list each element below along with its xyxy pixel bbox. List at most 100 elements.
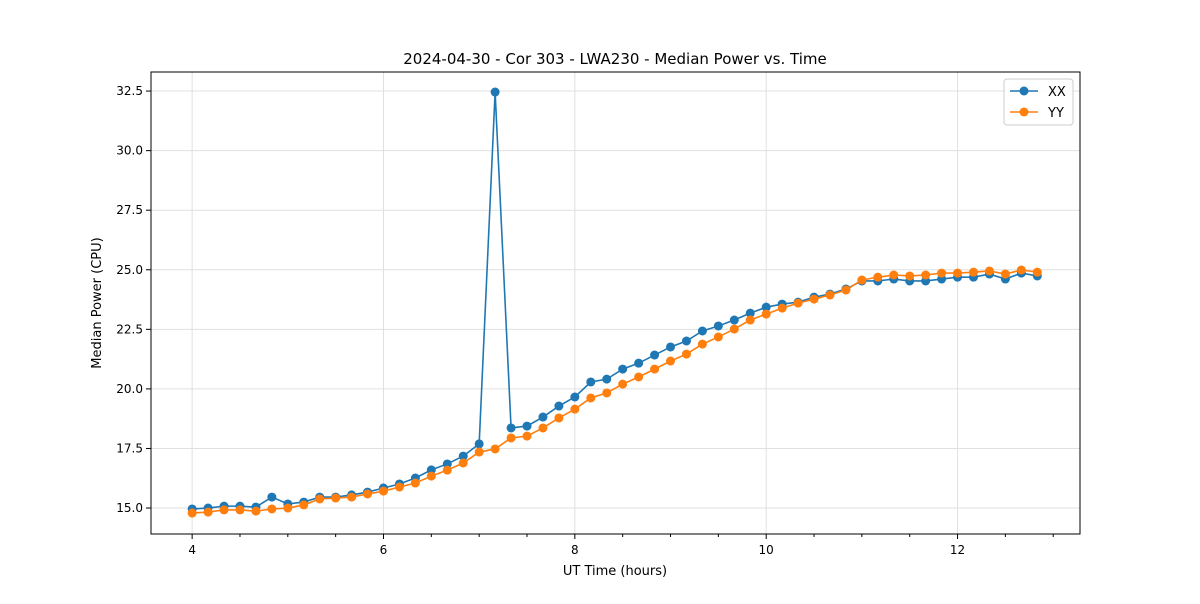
data-point-yy bbox=[442, 465, 452, 475]
data-point-yy bbox=[586, 393, 596, 403]
data-point-yy bbox=[1000, 269, 1010, 279]
x-tick-label: 4 bbox=[188, 543, 196, 557]
x-tick-label: 10 bbox=[759, 543, 774, 557]
data-point-yy bbox=[203, 507, 213, 517]
data-point-yy bbox=[426, 471, 436, 481]
data-point-yy bbox=[889, 270, 899, 280]
data-point-yy bbox=[825, 290, 835, 300]
data-point-yy bbox=[299, 500, 309, 510]
data-point-yy bbox=[650, 364, 660, 374]
legend-marker-yy bbox=[1019, 107, 1029, 117]
chart-title: 2024-04-30 - Cor 303 - LWA230 - Median P… bbox=[403, 50, 827, 68]
data-point-yy bbox=[937, 268, 947, 278]
data-point-yy bbox=[458, 458, 468, 468]
data-point-yy bbox=[506, 433, 516, 443]
data-point-xx bbox=[729, 315, 739, 325]
legend-label-yy: YY bbox=[1047, 106, 1064, 121]
data-point-xx bbox=[618, 364, 628, 374]
data-point-yy bbox=[251, 506, 261, 516]
data-point-yy bbox=[267, 504, 277, 514]
data-point-xx bbox=[570, 392, 580, 402]
data-point-xx bbox=[522, 421, 532, 431]
data-point-yy bbox=[315, 494, 325, 504]
data-point-yy bbox=[570, 404, 580, 414]
data-point-xx bbox=[634, 358, 644, 368]
data-point-yy bbox=[522, 431, 532, 441]
data-point-xx bbox=[602, 374, 612, 384]
data-point-yy bbox=[618, 379, 628, 389]
data-point-xx bbox=[474, 439, 484, 449]
data-point-yy bbox=[745, 315, 755, 325]
y-tick-label: 17.5 bbox=[116, 441, 143, 455]
data-point-yy bbox=[761, 309, 771, 319]
data-point-yy bbox=[235, 505, 245, 515]
data-point-yy bbox=[634, 372, 644, 382]
data-point-xx bbox=[554, 401, 564, 411]
grid bbox=[151, 72, 1080, 534]
data-point-yy bbox=[793, 298, 803, 308]
legend: XX YY bbox=[1003, 78, 1074, 126]
data-point-yy bbox=[873, 272, 883, 282]
data-point-yy bbox=[347, 492, 357, 502]
data-point-yy bbox=[410, 478, 420, 488]
data-point-yy bbox=[953, 268, 963, 278]
data-point-xx bbox=[267, 492, 277, 502]
data-point-yy bbox=[219, 505, 229, 515]
data-point-yy bbox=[777, 303, 787, 313]
data-point-yy bbox=[681, 349, 691, 359]
data-point-xx bbox=[490, 87, 500, 97]
y-axis-label: Median Power (CPU) bbox=[90, 237, 105, 368]
data-point-xx bbox=[761, 302, 771, 312]
data-point-xx bbox=[745, 308, 755, 318]
data-point-yy bbox=[331, 493, 341, 503]
data-point-yy bbox=[984, 266, 994, 276]
series-group bbox=[187, 87, 1042, 518]
x-tick-label: 8 bbox=[571, 543, 579, 557]
data-point-yy bbox=[729, 324, 739, 334]
y-tick-label: 27.5 bbox=[116, 203, 143, 217]
legend-marker-xx bbox=[1019, 86, 1029, 96]
data-point-yy bbox=[1032, 267, 1042, 277]
series-yy bbox=[187, 265, 1042, 518]
data-point-yy bbox=[968, 267, 978, 277]
data-point-xx bbox=[666, 342, 676, 352]
data-point-xx bbox=[681, 336, 691, 346]
data-point-xx bbox=[697, 326, 707, 336]
data-point-yy bbox=[363, 489, 373, 499]
data-point-xx bbox=[506, 423, 516, 433]
data-point-yy bbox=[921, 270, 931, 280]
data-point-yy bbox=[378, 486, 388, 496]
plot-frame bbox=[150, 71, 1081, 535]
x-tick-label: 12 bbox=[950, 543, 965, 557]
legend-label-xx: XX bbox=[1048, 85, 1066, 100]
y-tick-label: 30.0 bbox=[116, 144, 143, 158]
data-point-yy bbox=[809, 294, 819, 304]
data-point-xx bbox=[426, 465, 436, 475]
data-point-yy bbox=[697, 339, 707, 349]
data-point-xx bbox=[538, 412, 548, 422]
data-point-xx bbox=[586, 377, 596, 387]
data-point-yy bbox=[554, 413, 564, 423]
data-point-yy bbox=[474, 447, 484, 457]
x-axis-label: UT Time (hours) bbox=[563, 564, 667, 579]
y-tick-label: 15.0 bbox=[116, 501, 143, 515]
data-point-yy bbox=[1016, 265, 1026, 275]
data-point-yy bbox=[538, 423, 548, 433]
data-point-yy bbox=[187, 508, 197, 518]
data-point-yy bbox=[490, 444, 500, 454]
data-point-yy bbox=[666, 356, 676, 366]
data-point-yy bbox=[905, 271, 915, 281]
data-point-xx bbox=[458, 451, 468, 461]
data-point-yy bbox=[394, 482, 404, 492]
ticks: 4 6 8 10 12 15.0 17.5 20.0 22.5 25.0 27.5 30.0 32.5 bbox=[116, 84, 1054, 557]
data-point-yy bbox=[602, 388, 612, 398]
y-tick-label: 25.0 bbox=[116, 263, 143, 277]
data-point-yy bbox=[713, 332, 723, 342]
data-point-yy bbox=[857, 275, 867, 285]
y-tick-label: 20.0 bbox=[116, 382, 143, 396]
x-tick-label: 6 bbox=[380, 543, 388, 557]
data-point-xx bbox=[713, 321, 723, 331]
data-point-xx bbox=[650, 350, 660, 360]
